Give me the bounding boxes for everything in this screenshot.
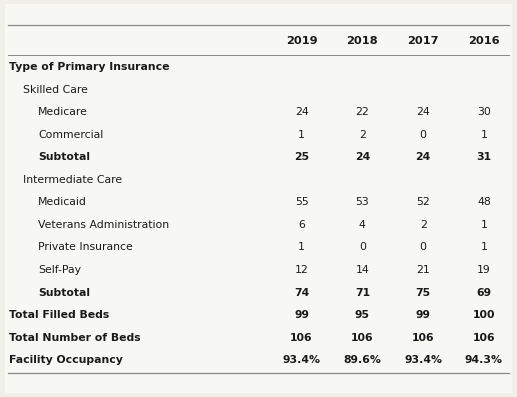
Text: 106: 106: [412, 333, 434, 343]
Text: 2017: 2017: [407, 36, 439, 46]
Text: 106: 106: [473, 333, 495, 343]
Text: 24: 24: [416, 152, 431, 162]
Text: 74: 74: [294, 287, 309, 298]
Text: 100: 100: [473, 310, 495, 320]
Text: 30: 30: [477, 107, 491, 117]
Text: 0: 0: [420, 130, 427, 140]
Text: Medicaid: Medicaid: [38, 197, 87, 207]
Text: Total Number of Beds: Total Number of Beds: [9, 333, 141, 343]
Text: 1: 1: [480, 130, 488, 140]
Text: 55: 55: [295, 197, 309, 207]
Text: Facility Occupancy: Facility Occupancy: [9, 355, 123, 365]
Text: 94.3%: 94.3%: [465, 355, 503, 365]
Text: Veterans Administration: Veterans Administration: [38, 220, 169, 230]
Text: 106: 106: [351, 333, 374, 343]
Text: 19: 19: [477, 265, 491, 275]
Text: 24: 24: [355, 152, 370, 162]
Text: 53: 53: [356, 197, 369, 207]
Text: 52: 52: [416, 197, 430, 207]
Text: Subtotal: Subtotal: [38, 287, 90, 298]
Text: 25: 25: [294, 152, 309, 162]
Text: 99: 99: [416, 310, 431, 320]
Text: 95: 95: [355, 310, 370, 320]
Text: Commercial: Commercial: [38, 130, 103, 140]
Text: 6: 6: [298, 220, 305, 230]
Text: Total Filled Beds: Total Filled Beds: [9, 310, 110, 320]
Text: 106: 106: [290, 333, 313, 343]
Text: 24: 24: [416, 107, 430, 117]
Text: 93.4%: 93.4%: [404, 355, 442, 365]
Text: 2016: 2016: [468, 36, 500, 46]
Text: 89.6%: 89.6%: [343, 355, 382, 365]
Text: 1: 1: [298, 243, 305, 252]
Text: 0: 0: [359, 243, 366, 252]
Text: 21: 21: [416, 265, 430, 275]
Text: Private Insurance: Private Insurance: [38, 243, 133, 252]
Text: 2018: 2018: [346, 36, 378, 46]
Text: Skilled Care: Skilled Care: [23, 85, 88, 94]
Text: 48: 48: [477, 197, 491, 207]
Text: 12: 12: [295, 265, 309, 275]
Text: 2019: 2019: [286, 36, 317, 46]
Text: Medicare: Medicare: [38, 107, 88, 117]
Text: 71: 71: [355, 287, 370, 298]
Text: 4: 4: [359, 220, 366, 230]
Text: 99: 99: [294, 310, 309, 320]
Text: 1: 1: [480, 220, 488, 230]
Text: 93.4%: 93.4%: [283, 355, 321, 365]
Text: 1: 1: [480, 243, 488, 252]
Text: 2: 2: [420, 220, 427, 230]
Text: 0: 0: [420, 243, 427, 252]
Text: 75: 75: [416, 287, 431, 298]
Text: 31: 31: [476, 152, 492, 162]
Text: 2: 2: [359, 130, 366, 140]
Text: 69: 69: [476, 287, 492, 298]
Text: 1: 1: [298, 130, 305, 140]
Text: 24: 24: [295, 107, 309, 117]
Text: Type of Primary Insurance: Type of Primary Insurance: [9, 62, 170, 72]
Text: Subtotal: Subtotal: [38, 152, 90, 162]
Text: 22: 22: [356, 107, 369, 117]
Text: 14: 14: [356, 265, 369, 275]
Text: Self-Pay: Self-Pay: [38, 265, 81, 275]
Text: Intermediate Care: Intermediate Care: [23, 175, 122, 185]
